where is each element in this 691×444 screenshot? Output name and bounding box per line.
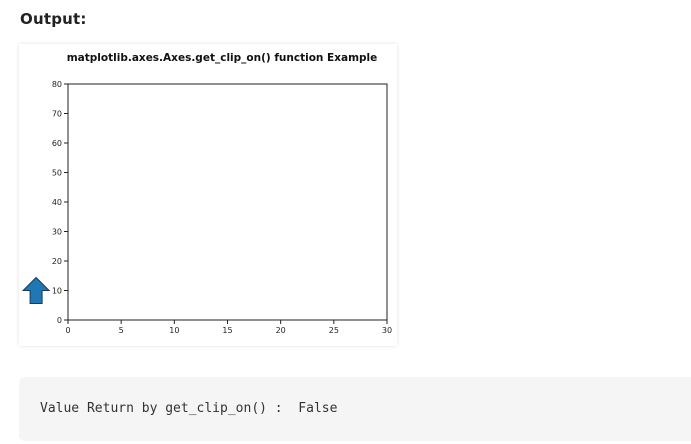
chart: matplotlib.axes.Axes.get_clip_on() funct…: [21, 52, 392, 335]
x-tick-label: 10: [169, 326, 179, 335]
result-value: False: [298, 401, 338, 416]
x-tick-label: 15: [222, 326, 232, 335]
output-line: Value Return by get_clip_on() : False: [40, 401, 337, 416]
y-tick-label: 10: [52, 287, 62, 296]
annotations: [21, 276, 51, 304]
up-arrow-annotation: [21, 276, 51, 304]
y-tick-label: 80: [52, 80, 62, 89]
y-tick-label: 0: [57, 316, 62, 325]
y-tick-label: 20: [52, 257, 62, 266]
result-label: Value Return by get_clip_on() :: [40, 401, 283, 416]
y-tick-label: 50: [52, 169, 62, 178]
y-tick-label: 40: [52, 198, 62, 207]
output-heading: Output:: [20, 10, 87, 28]
chart-title: matplotlib.axes.Axes.get_clip_on() funct…: [67, 52, 378, 64]
x-tick-label: 0: [65, 326, 70, 335]
code-output-block: Value Return by get_clip_on() : False: [19, 377, 691, 441]
y-tick-label: 60: [52, 139, 62, 148]
x-axis: 0 5 10 15 20 25 30: [65, 320, 392, 335]
y-axis: 0 10 20 30 40 50 60 70 80: [52, 80, 68, 325]
x-tick-label: 20: [276, 326, 286, 335]
figure-card: matplotlib.axes.Axes.get_clip_on() funct…: [19, 44, 397, 346]
x-tick-label: 5: [119, 326, 124, 335]
plot-area: [67, 83, 388, 321]
y-tick-label: 70: [52, 110, 62, 119]
x-tick-label: 25: [329, 326, 339, 335]
x-tick-label: 30: [382, 326, 392, 335]
y-tick-label: 30: [52, 228, 62, 237]
